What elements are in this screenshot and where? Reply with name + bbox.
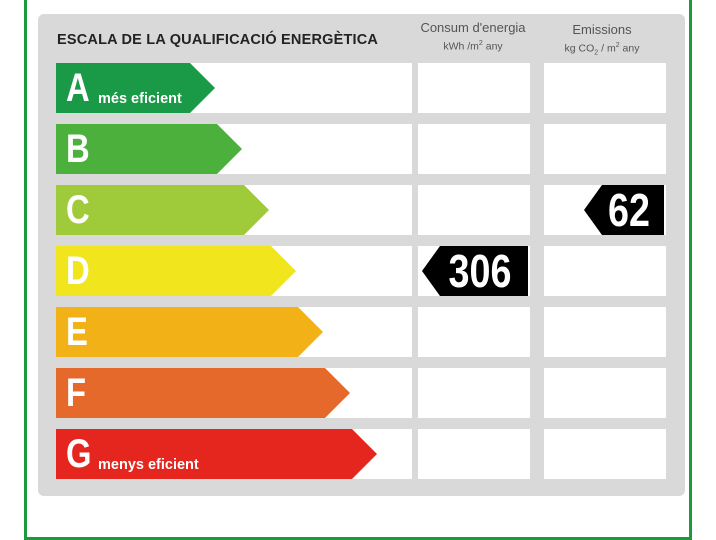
class-g-caption: menys eficient (98, 457, 199, 473)
emissions-column-unit: kg CO2 / m2 any (564, 42, 640, 57)
scale-title: ESCALA DE LA QUALIFICACIÓ ENERGÈTICA (57, 32, 379, 48)
emissions-cell-f (544, 368, 666, 418)
class-c-letter: C (66, 188, 90, 232)
class-b-arrow (56, 124, 242, 174)
emissions-column-header: Emissions kg CO2 / m2 any (544, 22, 660, 62)
consumption-cell-b (418, 124, 530, 174)
class-f-arrow (56, 368, 350, 418)
consumption-cell-a (418, 63, 530, 113)
class-g-arrow-shape (56, 429, 377, 479)
consumption-cell-g (418, 429, 530, 479)
consumption-column-header: Consum d'energia kWh /m2 any (418, 20, 528, 55)
emissions-column-name: Emissions (572, 22, 632, 37)
emissions-cell-b (544, 124, 666, 174)
class-d-arrow-shape (56, 246, 296, 296)
emissions-rating-marker-shape (584, 185, 664, 235)
class-c-arrow-shape (56, 185, 269, 235)
class-d-arrow (56, 246, 296, 296)
consumption-rating-marker (422, 246, 528, 296)
consumption-column-unit: kWh /m2 any (443, 40, 503, 53)
emissions-rating-value: 62 (608, 184, 650, 236)
class-e-arrow (56, 307, 323, 357)
emissions-cell-e (544, 307, 666, 357)
class-a-caption: més eficient (98, 91, 182, 107)
consumption-cell-e (418, 307, 530, 357)
class-a-arrow (56, 63, 215, 113)
class-f-letter: F (66, 371, 87, 415)
class-b-arrow-shape (56, 124, 242, 174)
consumption-cell-f (418, 368, 530, 418)
consumption-rating-value: 306 (448, 245, 512, 297)
emissions-cell-g (544, 429, 666, 479)
class-b-letter: B (66, 127, 90, 171)
class-g-arrow (56, 429, 377, 479)
consumption-cell-c (418, 185, 530, 235)
class-g-letter: G (66, 432, 92, 476)
emissions-rating-marker (584, 185, 664, 235)
class-c-arrow (56, 185, 269, 235)
class-a-letter: A (66, 66, 90, 110)
class-a-arrow-shape (56, 63, 215, 113)
emissions-cell-a (544, 63, 666, 113)
consumption-column-name: Consum d'energia (420, 20, 526, 35)
class-e-letter: E (66, 310, 88, 354)
emissions-cell-d (544, 246, 666, 296)
class-f-arrow-shape (56, 368, 350, 418)
class-d-letter: D (66, 249, 90, 293)
class-e-arrow-shape (56, 307, 323, 357)
consumption-rating-marker-shape (422, 246, 528, 296)
